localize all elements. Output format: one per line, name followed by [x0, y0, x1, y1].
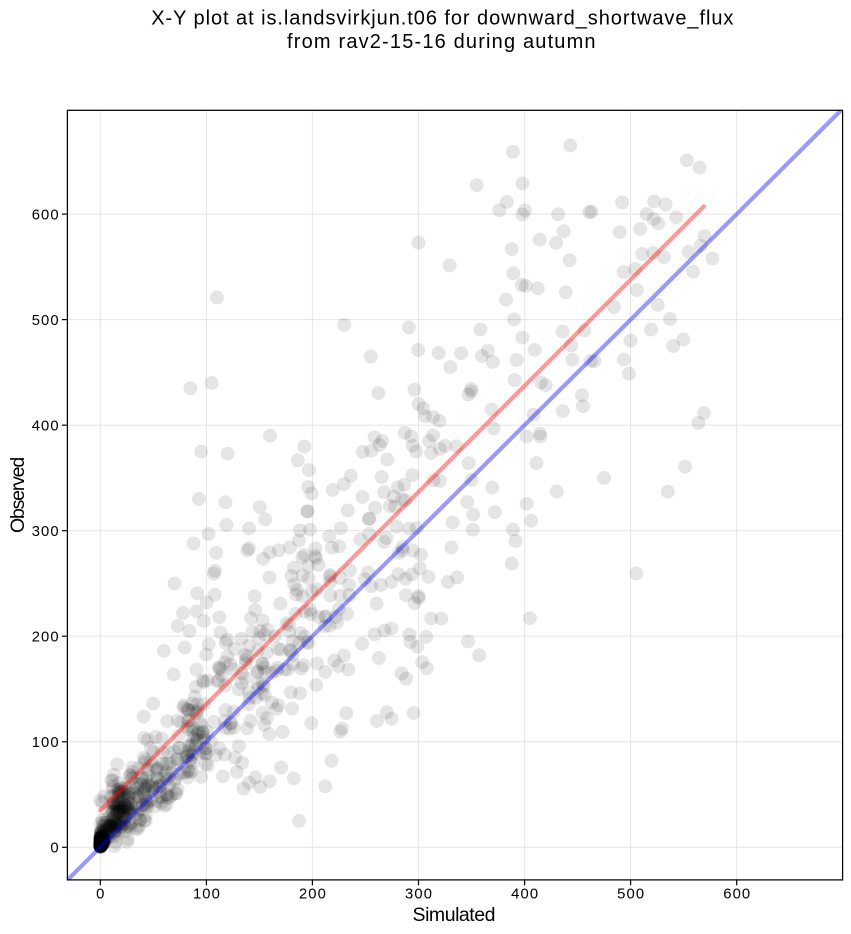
- svg-text:600: 600: [723, 887, 750, 903]
- svg-text:500: 500: [32, 313, 59, 329]
- svg-text:X-Y plot at is.landsvirkjun.t0: X-Y plot at is.landsvirkjun.t06 for down…: [151, 8, 733, 30]
- svg-text:300: 300: [32, 524, 59, 540]
- svg-text:0: 0: [96, 887, 104, 903]
- svg-text:600: 600: [32, 207, 59, 223]
- svg-text:100: 100: [32, 735, 59, 751]
- svg-text:300: 300: [405, 887, 432, 903]
- svg-text:500: 500: [617, 887, 644, 903]
- svg-text:400: 400: [511, 887, 538, 903]
- svg-text:Observed: Observed: [7, 457, 29, 533]
- svg-text:from rav2-15-16 during autumn: from rav2-15-16 during autumn: [287, 31, 596, 53]
- svg-text:200: 200: [32, 629, 59, 645]
- svg-text:400: 400: [32, 418, 59, 434]
- svg-text:0: 0: [50, 841, 58, 857]
- svg-text:100: 100: [193, 887, 220, 903]
- svg-text:200: 200: [299, 887, 326, 903]
- svg-text:Simulated: Simulated: [413, 904, 496, 926]
